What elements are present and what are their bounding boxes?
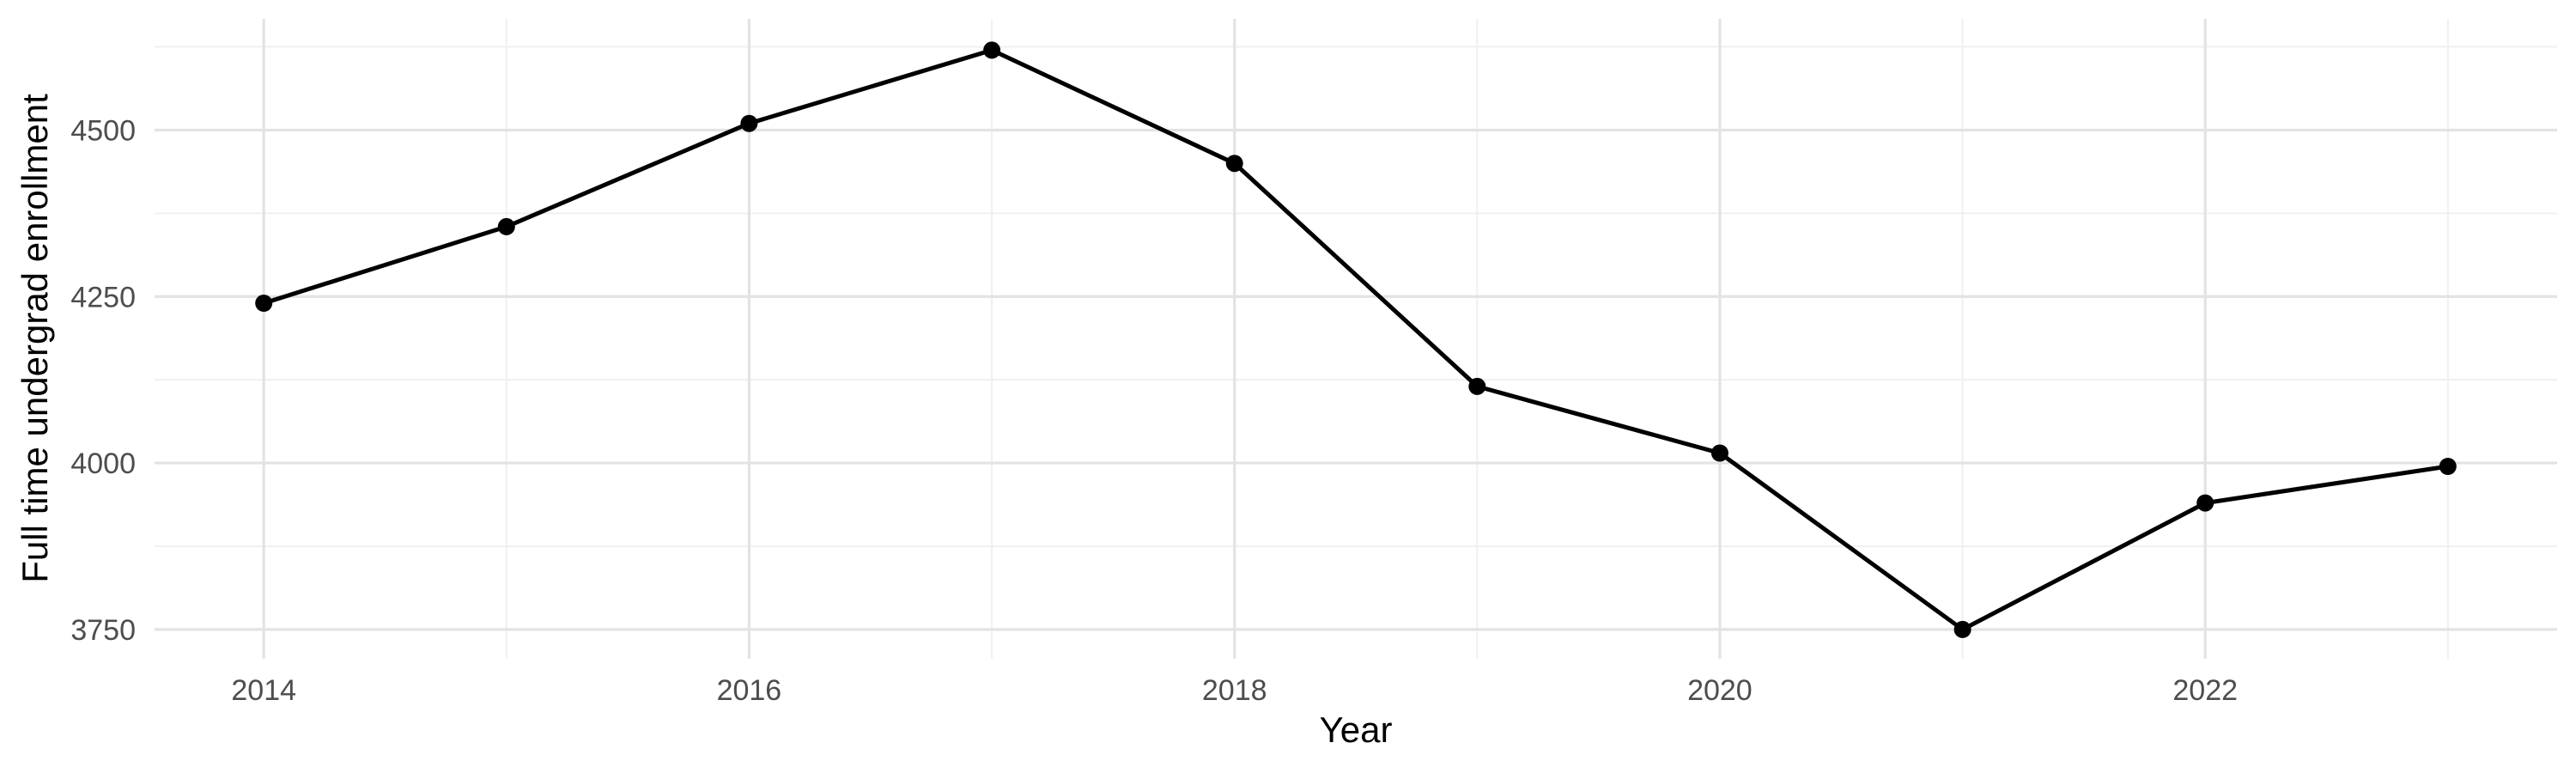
data-point xyxy=(2439,458,2457,475)
y-tick-label: 3750 xyxy=(70,614,136,647)
enrollment-series xyxy=(255,41,2457,638)
y-axis-tick-labels: 3750 4000 4250 4500 xyxy=(70,115,136,647)
data-point xyxy=(983,41,1001,59)
x-tick-label: 2018 xyxy=(1202,674,1267,707)
y-tick-label: 4250 xyxy=(70,281,136,313)
data-point xyxy=(1953,620,1971,638)
enrollment-line xyxy=(263,47,2449,632)
x-tick-label: 2022 xyxy=(2172,674,2238,707)
data-point xyxy=(497,217,515,235)
data-point xyxy=(740,114,758,132)
x-axis-tick-labels: 2014 2016 2018 2020 2022 xyxy=(231,674,2238,707)
x-tick-label: 2020 xyxy=(1687,674,1753,707)
y-tick-label: 4500 xyxy=(70,115,136,148)
x-tick-label: 2014 xyxy=(231,674,296,707)
y-tick-label: 4000 xyxy=(70,447,136,480)
data-point xyxy=(1468,377,1486,395)
data-point xyxy=(1225,155,1243,173)
y-axis-title: Full time undergrad enrollment xyxy=(15,94,55,583)
data-point xyxy=(255,295,273,312)
data-point xyxy=(2196,494,2215,512)
x-axis-title: Year xyxy=(1320,709,1393,750)
x-tick-label: 2016 xyxy=(717,674,782,707)
gridlines-major xyxy=(155,19,2557,659)
data-point xyxy=(1710,444,1728,462)
gridlines-minor xyxy=(155,19,2557,659)
